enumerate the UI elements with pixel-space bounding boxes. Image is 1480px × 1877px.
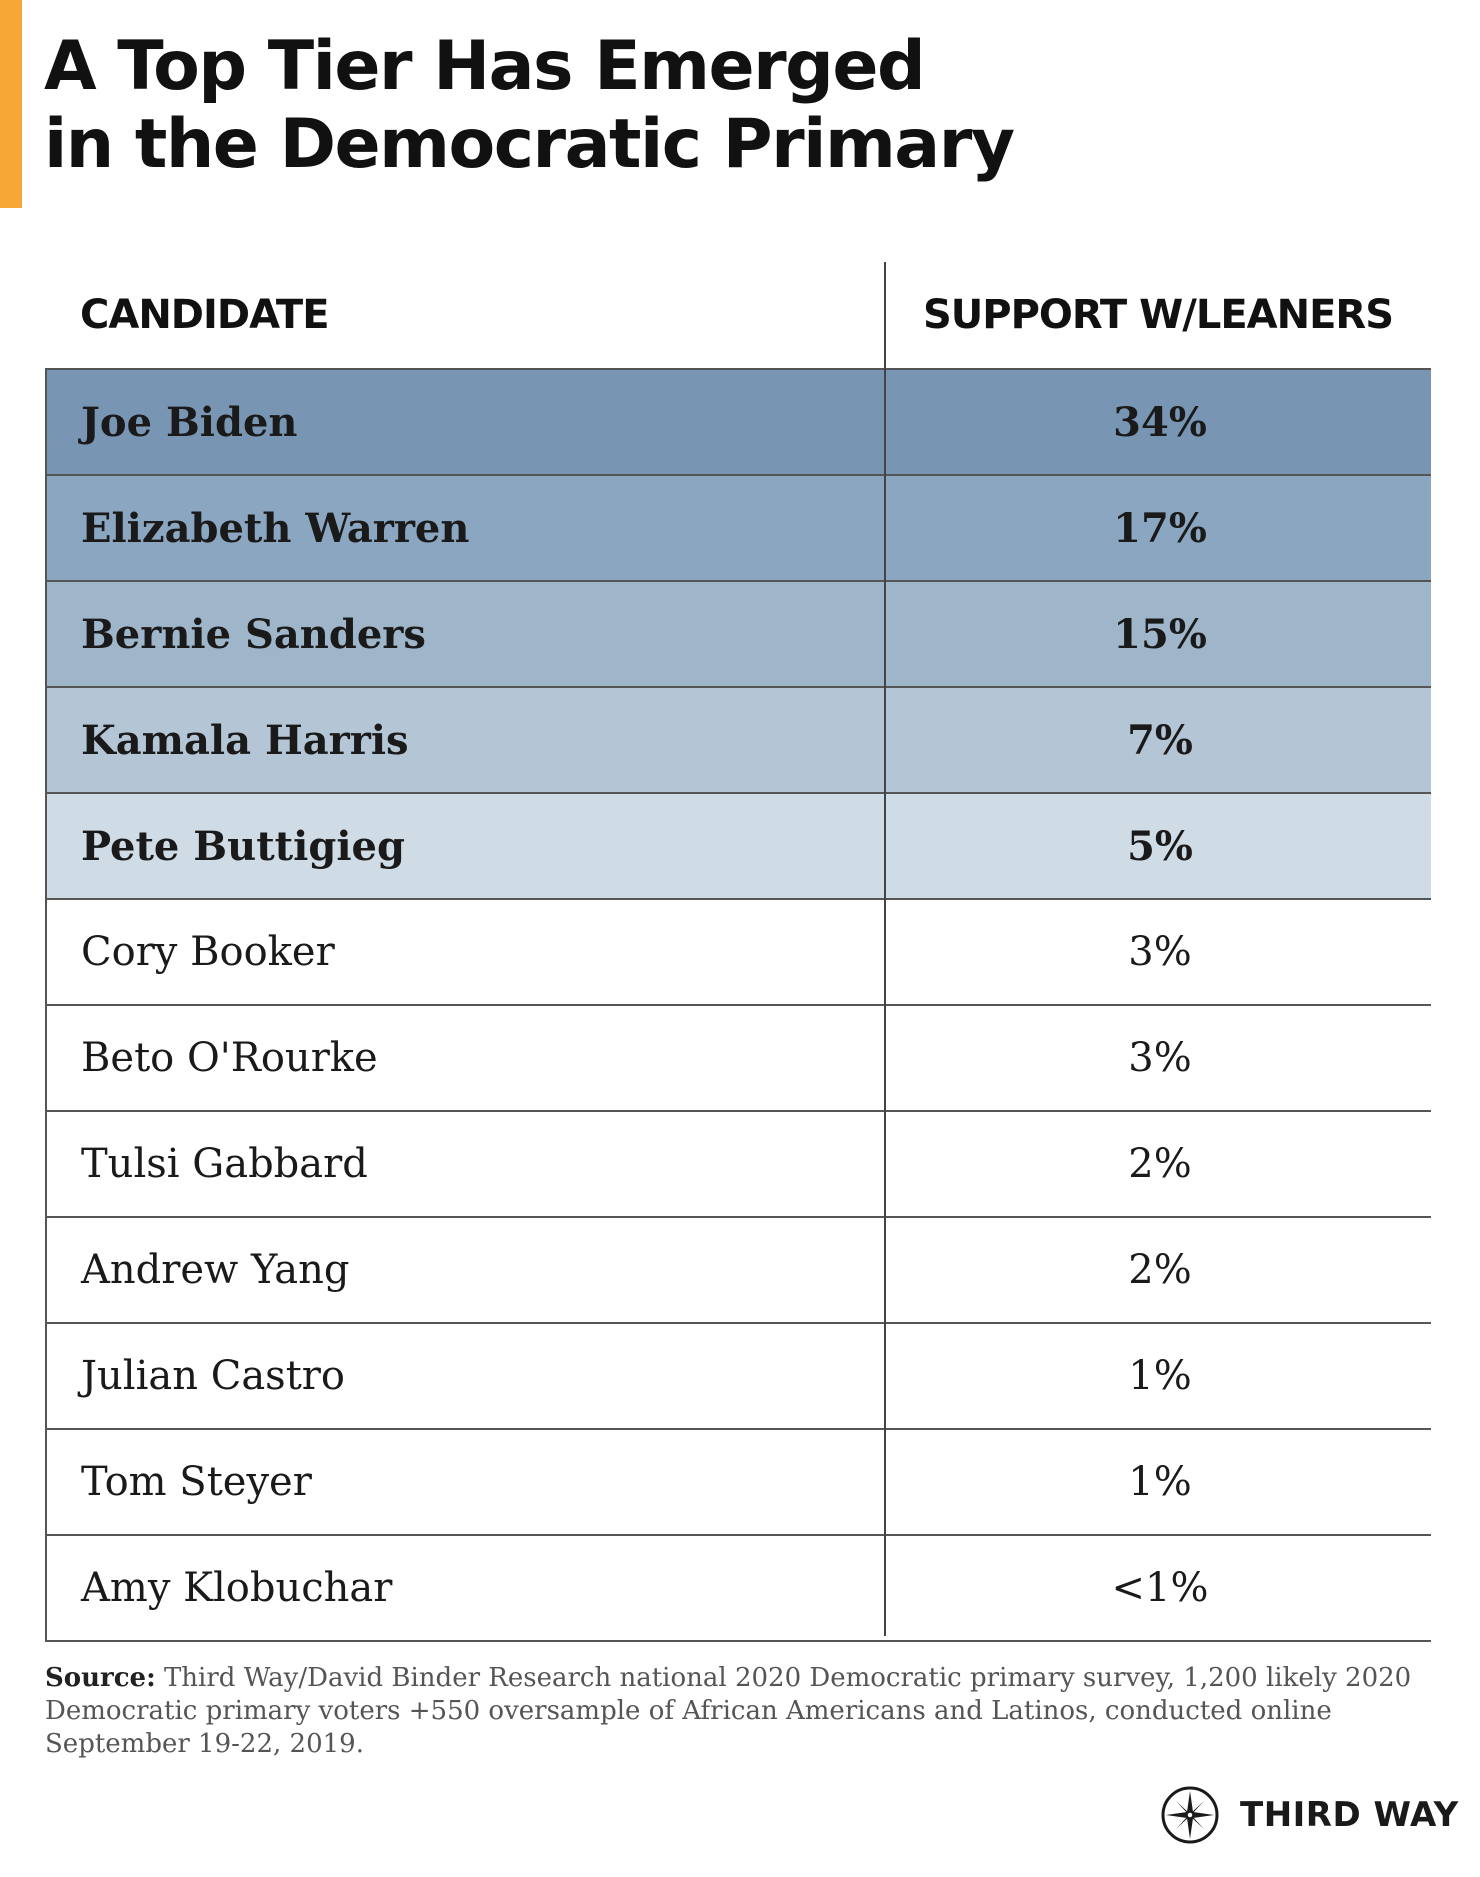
support-value: 3%: [1128, 929, 1192, 975]
column-divider: [884, 262, 886, 1636]
table-row: Beto O'Rourke 3%: [47, 1006, 1431, 1112]
support-value: <1%: [1111, 1565, 1209, 1611]
candidate-name: Julian Castro: [81, 1353, 345, 1399]
table-row: Bernie Sanders 15%: [47, 582, 1431, 688]
candidate-name: Kamala Harris: [81, 716, 409, 764]
title-line-1: A Top Tier Has Emerged: [44, 27, 926, 106]
title-line-2: in the Democratic Primary: [44, 105, 1015, 184]
table-row: Joe Biden 34%: [47, 370, 1431, 476]
support-value: 17%: [1113, 504, 1207, 552]
source-label: Source:: [45, 1663, 156, 1693]
table-row: Andrew Yang 2%: [47, 1218, 1431, 1324]
support-value: 1%: [1128, 1353, 1192, 1399]
page-title: A Top Tier Has Emerged in the Democratic…: [44, 28, 1144, 184]
table-body: Joe Biden 34% Elizabeth Warren 17% Bernie Sa…: [45, 370, 1431, 1642]
support-value: 1%: [1128, 1459, 1192, 1505]
table-row: Tom Steyer 1%: [47, 1430, 1431, 1536]
table-header: CANDIDATE SUPPORT W/LEANERS: [45, 262, 1431, 370]
candidate-name: Beto O'Rourke: [81, 1035, 378, 1081]
support-value: 2%: [1128, 1247, 1192, 1293]
support-value: 34%: [1113, 398, 1207, 446]
support-value: 2%: [1128, 1141, 1192, 1187]
logo-text: THIRD WAY: [1240, 1795, 1459, 1835]
candidate-name: Tulsi Gabbard: [81, 1141, 368, 1187]
third-way-logo: THIRD WAY: [1160, 1785, 1459, 1845]
table-row: Kamala Harris 7%: [47, 688, 1431, 794]
support-value: 15%: [1113, 610, 1207, 658]
support-value: 7%: [1127, 716, 1193, 764]
source-text: Third Way/David Binder Research national…: [45, 1663, 1412, 1759]
source-note: Source: Third Way/David Binder Research …: [45, 1662, 1445, 1761]
table-row: Pete Buttigieg 5%: [47, 794, 1431, 900]
table-row: Cory Booker 3%: [47, 900, 1431, 1006]
table-row: Tulsi Gabbard 2%: [47, 1112, 1431, 1218]
candidate-name: Bernie Sanders: [81, 610, 426, 658]
table-row: Elizabeth Warren 17%: [47, 476, 1431, 582]
header-candidate: CANDIDATE: [80, 292, 330, 338]
table-row: Julian Castro 1%: [47, 1324, 1431, 1430]
header-support: SUPPORT W/LEANERS: [922, 292, 1394, 338]
candidate-name: Andrew Yang: [81, 1247, 350, 1293]
candidate-name: Joe Biden: [81, 398, 298, 446]
support-value: 3%: [1128, 1035, 1192, 1081]
candidate-name: Tom Steyer: [81, 1459, 312, 1505]
candidate-name: Elizabeth Warren: [81, 504, 470, 552]
candidate-name: Cory Booker: [81, 929, 335, 975]
candidate-name: Amy Klobuchar: [81, 1565, 393, 1611]
results-table: CANDIDATE SUPPORT W/LEANERS Joe Biden 34%…: [45, 262, 1431, 1642]
support-value: 5%: [1127, 822, 1193, 870]
accent-bar: [0, 0, 22, 208]
candidate-name: Pete Buttigieg: [81, 822, 405, 870]
table-row: Amy Klobuchar <1%: [47, 1536, 1431, 1642]
compass-star-icon: [1161, 1786, 1219, 1844]
